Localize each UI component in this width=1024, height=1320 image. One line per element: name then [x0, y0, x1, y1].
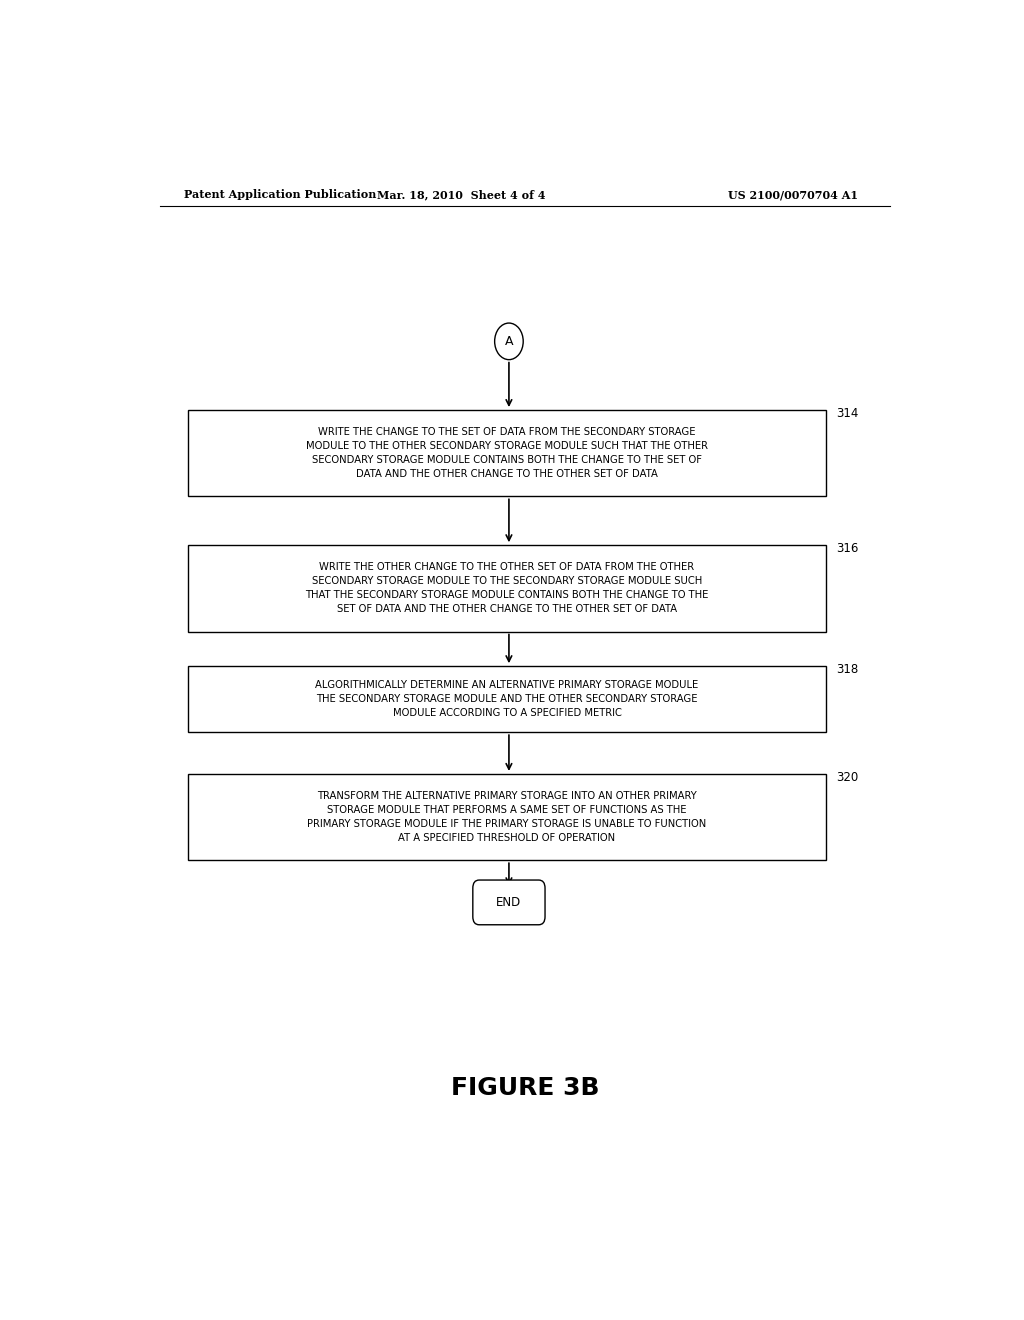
Text: Patent Application Publication: Patent Application Publication	[183, 190, 376, 201]
Text: A: A	[505, 335, 513, 348]
Text: WRITE THE CHANGE TO THE SET OF DATA FROM THE SECONDARY STORAGE
MODULE TO THE OTH: WRITE THE CHANGE TO THE SET OF DATA FROM…	[306, 428, 708, 479]
FancyBboxPatch shape	[187, 545, 826, 631]
Text: FIGURE 3B: FIGURE 3B	[451, 1076, 599, 1101]
Text: 314: 314	[836, 407, 858, 420]
FancyBboxPatch shape	[187, 774, 826, 861]
Text: END: END	[497, 896, 521, 909]
Text: 318: 318	[836, 663, 858, 676]
Text: US 2100/0070704 A1: US 2100/0070704 A1	[728, 190, 858, 201]
Text: Mar. 18, 2010  Sheet 4 of 4: Mar. 18, 2010 Sheet 4 of 4	[377, 190, 546, 201]
Text: TRANSFORM THE ALTERNATIVE PRIMARY STORAGE INTO AN OTHER PRIMARY
STORAGE MODULE T: TRANSFORM THE ALTERNATIVE PRIMARY STORAG…	[307, 791, 707, 843]
FancyBboxPatch shape	[473, 880, 545, 925]
Circle shape	[495, 323, 523, 359]
FancyBboxPatch shape	[187, 411, 826, 496]
Text: ALGORITHMICALLY DETERMINE AN ALTERNATIVE PRIMARY STORAGE MODULE
THE SECONDARY ST: ALGORITHMICALLY DETERMINE AN ALTERNATIVE…	[315, 680, 698, 718]
Text: WRITE THE OTHER CHANGE TO THE OTHER SET OF DATA FROM THE OTHER
SECONDARY STORAGE: WRITE THE OTHER CHANGE TO THE OTHER SET …	[305, 562, 709, 614]
Text: 320: 320	[836, 771, 858, 784]
Text: 316: 316	[836, 543, 858, 556]
FancyBboxPatch shape	[187, 667, 826, 733]
